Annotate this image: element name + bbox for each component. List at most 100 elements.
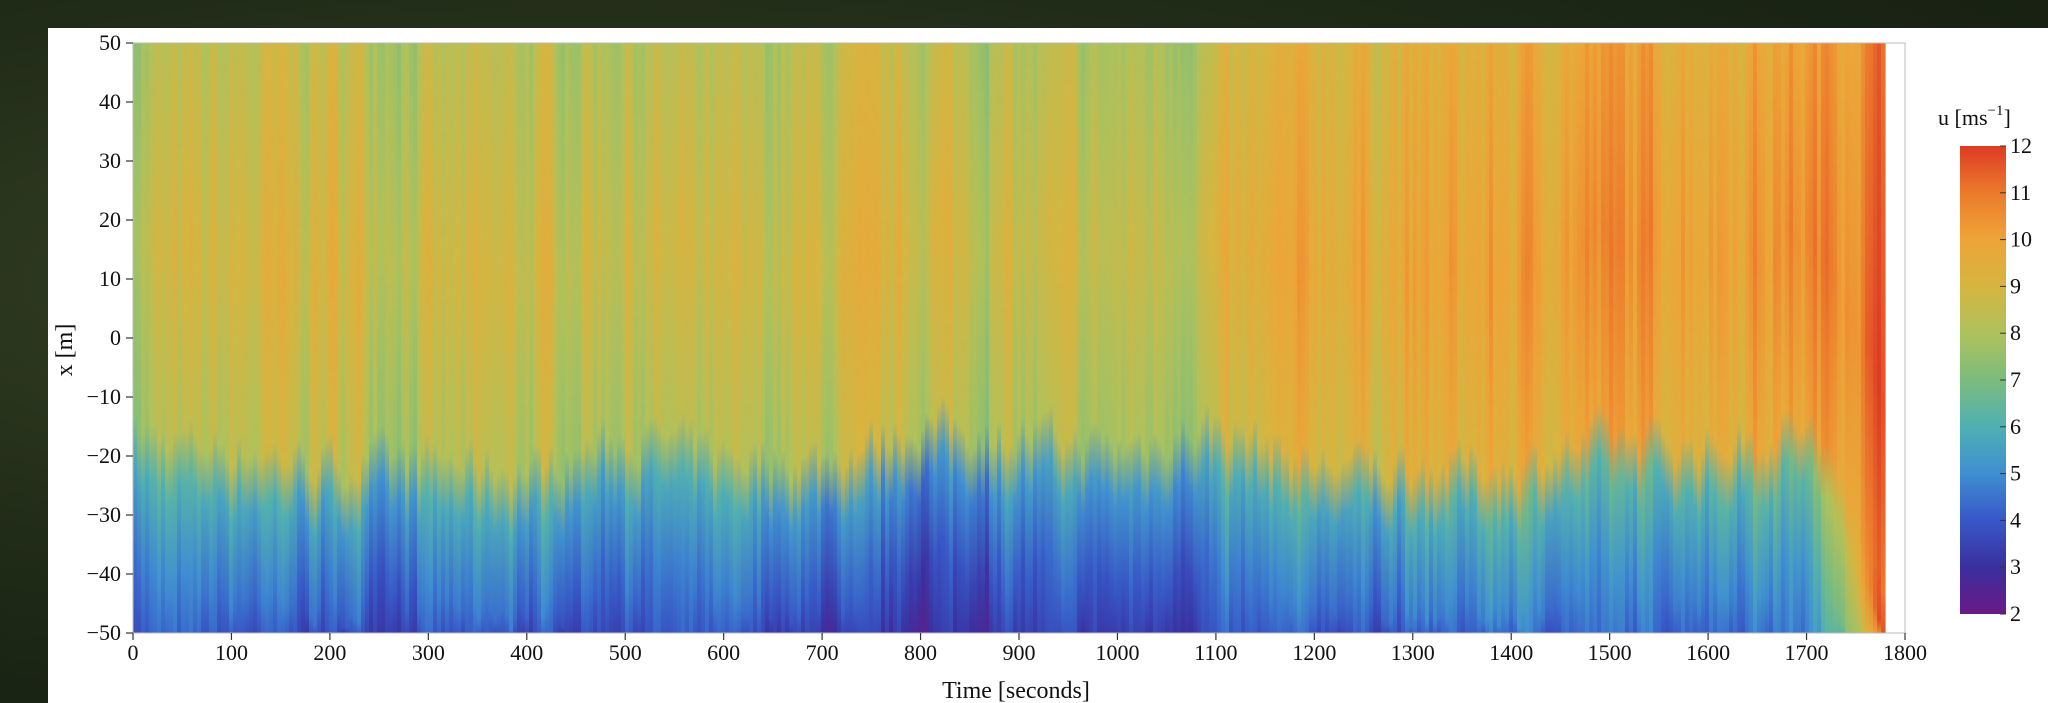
heatmap-column [665, 43, 670, 633]
heatmap-column [977, 43, 982, 633]
heatmap-column [1685, 43, 1690, 633]
heatmap-column [501, 43, 506, 633]
heatmap-column [725, 43, 730, 633]
heatmap-column [1453, 43, 1458, 633]
heatmap-column [905, 43, 910, 633]
heatmap-column [1581, 43, 1586, 633]
heatmap-column [717, 43, 722, 633]
heatmap-column [1185, 43, 1190, 633]
x-tick-label: 1300 [1391, 640, 1435, 665]
heatmap-column [1153, 43, 1158, 633]
heatmap-column [741, 43, 746, 633]
heatmap-column [413, 43, 418, 633]
heatmap-column [157, 43, 162, 633]
heatmap-column [973, 43, 978, 633]
heatmap-column [1621, 43, 1626, 633]
heatmap-column [1253, 43, 1258, 633]
heatmap-column [621, 43, 626, 633]
heatmap-column [617, 43, 622, 633]
heatmap-column [421, 43, 426, 633]
heatmap-column [917, 43, 922, 633]
heatmap-column [1505, 43, 1510, 633]
heatmap-column [1653, 43, 1658, 633]
heatmap-column [697, 43, 702, 633]
heatmap-column [1677, 43, 1682, 633]
heatmap-column [601, 43, 606, 633]
heatmap-column [1361, 43, 1366, 633]
heatmap-column [817, 43, 822, 633]
heatmap-column [1529, 43, 1534, 633]
heatmap-column [441, 43, 446, 633]
heatmap-column [321, 43, 326, 633]
heatmap-column [1109, 43, 1114, 633]
heatmap-column [573, 43, 578, 633]
x-tick-label: 1200 [1292, 640, 1336, 665]
heatmap-column [1745, 43, 1750, 633]
heatmap-column [1777, 43, 1782, 633]
heatmap-column [1297, 43, 1302, 633]
heatmap-column [433, 43, 438, 633]
heatmap-column [1833, 43, 1838, 633]
heatmap-column [1701, 43, 1706, 633]
heatmap-column [589, 43, 594, 633]
heatmap-column [593, 43, 598, 633]
colorbar-label-base: u [ms [1938, 105, 1988, 130]
heatmap-column [417, 43, 422, 633]
heatmap-column [769, 43, 774, 633]
heatmap-column [569, 43, 574, 633]
heatmap-column [489, 43, 494, 633]
heatmap-column [1013, 43, 1018, 633]
heatmap-column [673, 43, 678, 633]
heatmap-column [317, 43, 322, 633]
heatmap-column [1209, 43, 1214, 633]
heatmap-column [405, 43, 410, 633]
heatmap-column [705, 43, 710, 633]
heatmap-column [1009, 43, 1014, 633]
x-tick-label: 1800 [1883, 640, 1927, 665]
heatmap-column [941, 43, 946, 633]
heatmap-column [1389, 43, 1394, 633]
heatmap-column [341, 43, 346, 633]
heatmap-column [1625, 43, 1630, 633]
heatmap-column [1233, 43, 1238, 633]
heatmap-column [953, 43, 958, 633]
heatmap-column [965, 43, 970, 633]
heatmap-column [141, 43, 146, 633]
heatmap-column [273, 43, 278, 633]
heatmap-column [165, 43, 170, 633]
x-tick-label: 800 [904, 640, 937, 665]
heatmap-column [1097, 43, 1102, 633]
heatmap-column [1001, 43, 1006, 633]
heatmap-column [181, 43, 186, 633]
heatmap-column [1489, 43, 1494, 633]
heatmap-column [1829, 43, 1834, 633]
x-tick-label: 0 [128, 640, 139, 665]
heatmap-column [945, 43, 950, 633]
heatmap-column [1429, 43, 1434, 633]
heatmap-column [293, 43, 298, 633]
heatmap-column [1741, 43, 1746, 633]
heatmap-column [609, 43, 614, 633]
heatmap-column [1585, 43, 1590, 633]
heatmap-column [509, 43, 514, 633]
heatmap-column [1169, 43, 1174, 633]
heatmap-column [301, 43, 306, 633]
heatmap-column [1717, 43, 1722, 633]
heatmap-column [189, 43, 194, 633]
heatmap-column [737, 43, 742, 633]
heatmap-column [669, 43, 674, 633]
heatmap-column [249, 43, 254, 633]
heatmap-column [337, 43, 342, 633]
heatmap-column [445, 43, 450, 633]
heatmap-column [1301, 43, 1306, 633]
heatmap-column [437, 43, 442, 633]
heatmap-column [781, 43, 786, 633]
heatmap-column [893, 43, 898, 633]
colorbar-tick-label: 12 [2010, 133, 2032, 158]
heatmap-column [453, 43, 458, 633]
heatmap-column [513, 43, 518, 633]
heatmap-column [365, 43, 370, 633]
heatmap-column [1541, 43, 1546, 633]
heatmap-column [1445, 43, 1450, 633]
heatmap-column [541, 43, 546, 633]
